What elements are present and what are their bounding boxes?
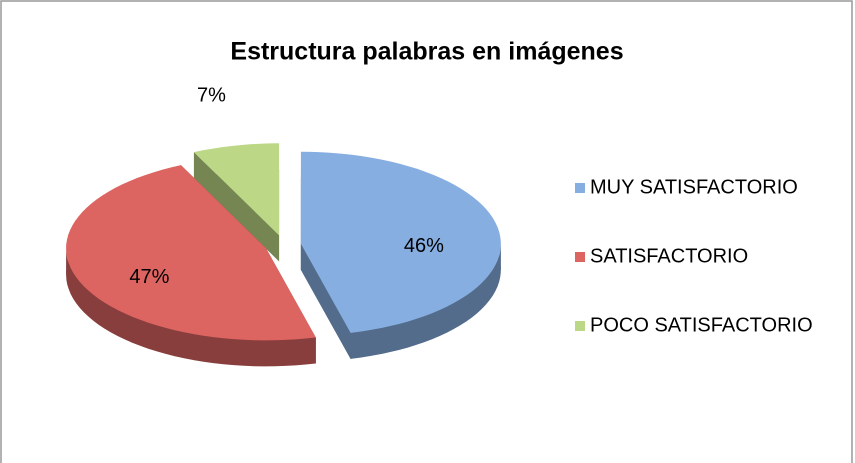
slice-side — [193, 152, 280, 262]
legend-label: SATISFACTORIO — [590, 245, 748, 267]
legend-swatch — [575, 183, 585, 193]
slice-wall — [350, 243, 501, 359]
legend-swatch — [575, 252, 585, 262]
chart-title: Estructura palabras en imágenes — [230, 38, 623, 66]
legend-swatch — [575, 321, 585, 331]
slice — [300, 151, 501, 359]
slice — [193, 143, 280, 262]
legend-label: MUY SATISFACTORIO — [590, 176, 798, 198]
slice-top — [193, 143, 280, 236]
data-label: 46% — [404, 235, 444, 257]
slice-top — [66, 165, 316, 341]
slice-top — [300, 151, 501, 333]
slice-wall — [66, 248, 316, 364]
slice — [66, 165, 316, 367]
data-label: 7% — [197, 84, 226, 106]
slice-side — [300, 243, 351, 359]
legend-label: POCO SATISFACTORIO — [590, 314, 813, 336]
data-label: 47% — [129, 266, 169, 288]
